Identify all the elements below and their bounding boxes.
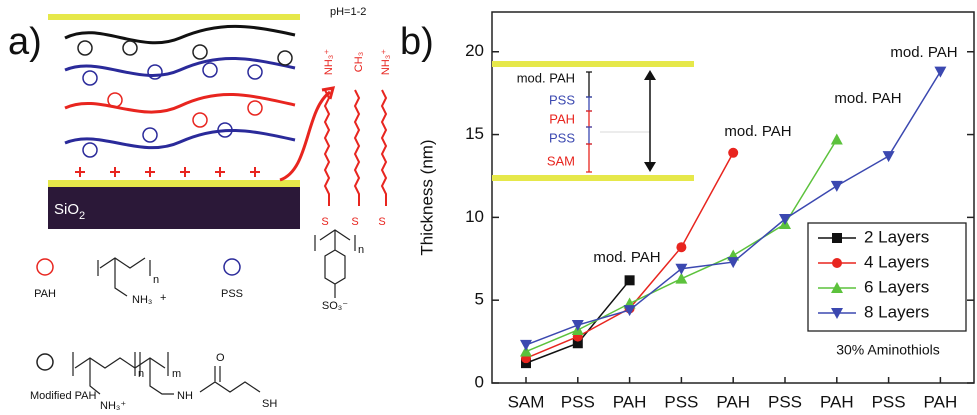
amine-label: NH₃⁺	[100, 400, 126, 412]
pah-label: PAH	[34, 288, 56, 300]
inset-label: mod. PAH	[517, 70, 575, 85]
point	[831, 181, 843, 192]
x-tick-label: PAH	[924, 392, 958, 411]
oxygen-label: O	[216, 352, 225, 364]
pss-label: PSS	[221, 288, 243, 300]
y-tick-label: 20	[465, 41, 484, 60]
x-tick-label: PSS	[561, 392, 595, 411]
amine-label: NH₃	[132, 294, 152, 306]
x-tick-label: PAH	[820, 392, 854, 411]
inset-label: PSS	[549, 92, 575, 107]
thiol-label: S	[321, 216, 328, 228]
inset-bar	[492, 61, 694, 67]
inset-label: PSS	[549, 130, 575, 145]
figure: a) pH=1-2 NH₃⁺ CH₃ NH₃⁺ S S S SiO2 PAH n…	[0, 0, 977, 415]
substrate-text: SiO	[54, 201, 79, 218]
annotation: 30% Aminothiols	[836, 342, 940, 358]
y-tick-label: 0	[475, 372, 484, 391]
legend-label: 6 Layers	[864, 277, 929, 296]
y-tick-label: 5	[475, 290, 484, 309]
x-tick-label: PSS	[768, 392, 802, 411]
n-label: n	[138, 368, 144, 380]
x-tick-label: PSS	[872, 392, 906, 411]
panel-label: a)	[8, 21, 42, 63]
point	[728, 148, 738, 158]
amide-label: NH	[177, 390, 193, 402]
legend-label: 4 Layers	[864, 252, 929, 271]
point	[676, 242, 686, 252]
point	[831, 134, 843, 145]
thiol-label: S	[351, 216, 358, 228]
m-label: m	[172, 368, 181, 380]
inset-label: PAH	[549, 111, 575, 126]
point	[883, 151, 895, 162]
y-tick-label: 15	[465, 124, 484, 143]
ph-label: pH=1-2	[330, 6, 366, 18]
x-tick-label: PAH	[716, 392, 750, 411]
x-tick-label: SAM	[508, 392, 545, 411]
x-tick-label: PSS	[664, 392, 698, 411]
point	[572, 320, 584, 331]
inset-bracket	[586, 144, 592, 172]
chain-label: CH₃	[353, 52, 365, 72]
substrate-subscript: 2	[79, 210, 85, 222]
legend-label: 8 Layers	[864, 302, 929, 321]
point	[934, 67, 946, 78]
point	[625, 275, 635, 285]
panel-label: b)	[400, 21, 434, 63]
chain-label: NH₃⁺	[323, 49, 335, 75]
annotation: mod. PAH	[724, 123, 791, 140]
modified-pah-label: Modified PAH	[30, 390, 96, 402]
thiol-label: S	[378, 216, 385, 228]
n-label: n	[153, 274, 159, 286]
y-tick-label: 10	[465, 207, 484, 226]
y-axis-label: Thickness (nm)	[417, 139, 436, 255]
n-label: n	[358, 244, 364, 256]
legend-marker	[832, 258, 842, 268]
x-tick-label: PAH	[613, 392, 647, 411]
inset-bar	[492, 175, 694, 181]
legend-label: 2 Layers	[864, 227, 929, 246]
sulfonate-label: SO₃⁻	[322, 300, 348, 312]
sh-label: SH	[262, 398, 277, 410]
annotation: mod. PAH	[834, 90, 901, 107]
chain-label: NH₃⁺	[380, 49, 392, 75]
plus-label: +	[160, 292, 166, 304]
annotation: mod. PAH	[890, 44, 957, 61]
legend-marker	[832, 233, 842, 243]
inset-bracket	[586, 111, 592, 127]
inset-bracket	[586, 72, 592, 97]
inset-bracket	[586, 97, 592, 111]
inset-label: SAM	[547, 153, 575, 168]
inset-bracket	[586, 127, 592, 144]
point	[675, 264, 687, 275]
annotation: mod. PAH	[593, 249, 660, 266]
